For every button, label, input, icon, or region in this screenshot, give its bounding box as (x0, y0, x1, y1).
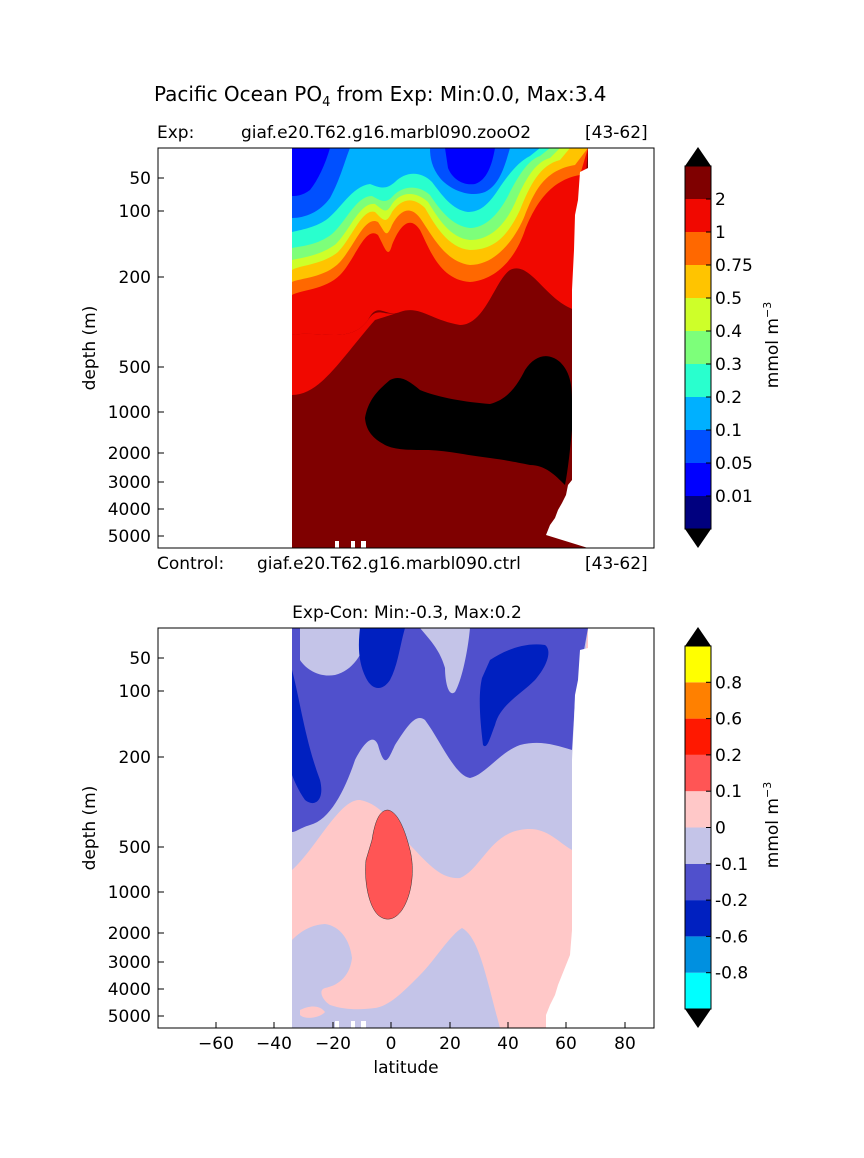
top-colorbar-extend-over (685, 147, 711, 166)
bottom-colorbar-tick-label: 0 (715, 819, 726, 839)
bottom-colorbar-swatch (685, 936, 711, 973)
top-axes-frame (157, 147, 655, 549)
bottom-colorbar-extend-over (685, 627, 711, 646)
exp-run-name: giaf.e20.T62.g16.marbl090.zooO2 (241, 123, 531, 143)
xtick-label: 60 (555, 1034, 577, 1054)
top-colorbar-swatch (685, 364, 711, 397)
top-colorbar-swatch (685, 265, 711, 298)
bottom-colorbar-swatch (685, 791, 711, 828)
top-colorbar-extend-under (685, 529, 711, 548)
top-colorbar-swatch (685, 430, 711, 463)
xlabel: latitude (373, 1058, 438, 1078)
bottom-colorbar-tick-label: -0.8 (715, 964, 748, 984)
top-colorbar-tick-label: 0.2 (715, 388, 742, 408)
top-colorbar-tick-label: 0.75 (715, 256, 753, 276)
bottom-ytick-label: 200 (119, 748, 151, 768)
xtick-label: −20 (315, 1034, 351, 1054)
top-ytick-label: 3000 (108, 473, 151, 493)
bottom-colorbar-tick-label: 0.1 (715, 782, 742, 802)
top-y-axis: 50 100 200 500 1000 2000 3000 4000 5000 … (80, 169, 164, 547)
bottom-colorbar-swatch (685, 718, 711, 755)
top-ytick-label: 4000 (108, 500, 151, 520)
exp-year-range: [43-62] (585, 123, 648, 143)
bottom-field-red-core (365, 809, 413, 920)
bottom-colorbar-tick-label: -0.1 (715, 855, 748, 875)
bottom-colorbar-swatch (685, 754, 711, 792)
bottom-field-darkblue (358, 628, 405, 689)
top-ytick-label: 2000 (108, 444, 151, 464)
bottom-ytick-label: 1000 (108, 883, 151, 903)
bottom-colorbar-tick-label: 0.6 (715, 710, 742, 730)
top-ytick-label: 500 (119, 358, 151, 378)
bottom-colorbar-tick-label: -0.2 (715, 891, 748, 911)
top-colorbar-tick-label: 0.05 (715, 454, 753, 474)
figure-title: Pacific Ocean PO4 from Exp: Min:0.0, Max… (154, 82, 607, 110)
control-label: Control: (157, 554, 224, 574)
top-colorbar-tick-label: 0.1 (715, 421, 742, 441)
bottom-colorbar-swatch (685, 646, 711, 683)
exp-label: Exp: (157, 123, 194, 143)
bottom-colorbar-tick-label: 0.8 (715, 673, 742, 693)
bottom-colorbar-swatch (685, 900, 711, 937)
bottom-colorbar-swatch (685, 863, 711, 901)
bottom-title: Exp-Con: Min:-0.3, Max:0.2 (292, 603, 522, 623)
top-field-black-core (365, 356, 572, 485)
top-colorbar-swatch (685, 331, 711, 364)
bottom-colorbar-swatch (685, 972, 711, 1009)
bottom-colorbar-swatch (685, 827, 711, 864)
bottom-plot-area (157, 627, 655, 1029)
top-ylabel: depth (m) (80, 306, 100, 391)
top-ytick-label: 100 (119, 202, 151, 222)
bottom-y-axis: 50 100 200 500 1000 2000 3000 4000 5000 … (80, 649, 164, 1027)
xtick-label: −40 (256, 1034, 292, 1054)
top-colorbar-tick-label: 1 (715, 223, 726, 243)
top-ytick-label: 1000 (108, 403, 151, 423)
top-plot-area (157, 147, 655, 549)
top-ytick-label: 5000 (108, 527, 151, 547)
bottom-colorbar: -0.8 -0.6 -0.2 -0.1 0 0.1 0.2 0.6 0.8 mmol m−3 (684, 627, 783, 1028)
top-colorbar-tick-label: 0.3 (715, 355, 742, 375)
top-colorbar-swatch (685, 397, 711, 430)
top-colorbar-swatch (685, 199, 711, 232)
xtick-label: 40 (497, 1034, 519, 1054)
top-colorbar-swatch (685, 166, 711, 199)
top-colorbar-frame (684, 165, 712, 530)
bottom-ylabel: depth (m) (80, 786, 100, 871)
bottom-ytick-label: 4000 (108, 980, 151, 1000)
top-colorbar-tick-label: 2 (715, 190, 726, 210)
bottom-ytick-label: 5000 (108, 1007, 151, 1027)
top-colorbar-swatch (685, 232, 711, 265)
bottom-x-axis: −60 −40 −20 0 20 40 60 80 latitude (198, 1022, 636, 1078)
control-year-range: [43-62] (585, 554, 648, 574)
bottom-colorbar-label: mmol m−3 (761, 782, 783, 868)
top-ytick-label: 200 (119, 268, 151, 288)
xtick-label: 80 (614, 1034, 636, 1054)
top-colorbar-swatch (685, 496, 711, 529)
bottom-field-lavender-lower (292, 924, 500, 1028)
top-colorbar-swatch (685, 463, 711, 496)
control-run-name: giaf.e20.T62.g16.marbl090.ctrl (257, 554, 521, 574)
top-colorbar-tick-label: 0.5 (715, 289, 742, 309)
xtick-label: −60 (198, 1034, 234, 1054)
bottom-ytick-label: 500 (119, 838, 151, 858)
top-colorbar-label: mmol m−3 (761, 302, 783, 388)
bottom-colorbar-extend-under (685, 1009, 711, 1028)
bottom-axes-frame (157, 627, 655, 1029)
top-colorbar-tick-label: 0.01 (715, 487, 753, 507)
bottom-colorbar-swatch (685, 682, 711, 719)
top-ytick-label: 50 (129, 169, 151, 189)
bottom-ytick-label: 100 (119, 682, 151, 702)
top-colorbar-tick-label: 0.4 (715, 322, 742, 342)
xtick-label: 0 (386, 1034, 397, 1054)
bottom-colorbar-tick-label: -0.6 (715, 927, 748, 947)
bottom-ytick-label: 3000 (108, 953, 151, 973)
top-colorbar: 0.01 0.05 0.1 0.2 0.3 0.4 0.5 0.75 1 2 mmol m−3 (684, 147, 783, 548)
bottom-ytick-label: 2000 (108, 924, 151, 944)
bottom-colorbar-tick-label: 0.2 (715, 746, 742, 766)
bottom-ytick-label: 50 (129, 649, 151, 669)
top-colorbar-swatch (685, 298, 711, 331)
xtick-label: 20 (439, 1034, 461, 1054)
